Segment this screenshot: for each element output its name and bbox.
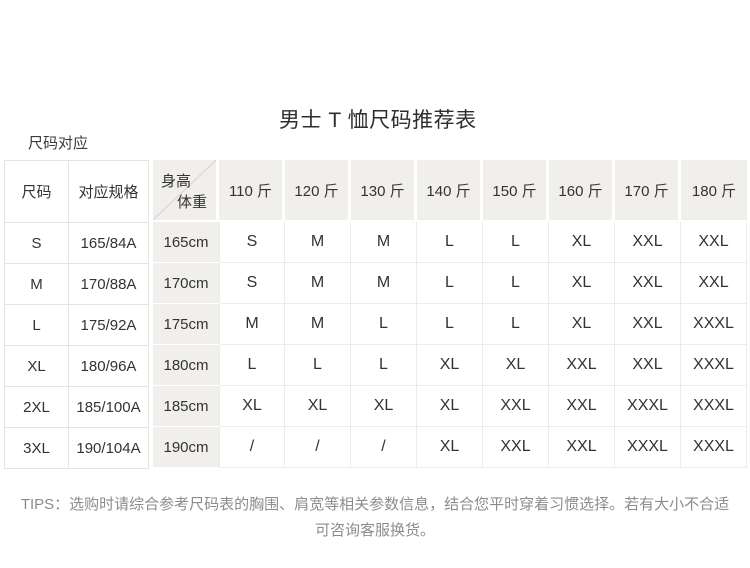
spec-value-cell: 170/88A: [69, 264, 149, 305]
reco-cell: S: [219, 263, 285, 304]
reco-cell: L: [483, 304, 549, 345]
reco-cell: XL: [219, 386, 285, 427]
reco-cell: XXL: [483, 427, 549, 468]
height-cell: 175cm: [153, 304, 219, 345]
weight-header-cell: 110 斤: [219, 160, 285, 222]
reco-cell: XXL: [681, 263, 747, 304]
reco-cell: XXL: [681, 222, 747, 263]
reco-cell: XXXL: [681, 427, 747, 468]
reco-cell: XL: [351, 386, 417, 427]
reco-cell: M: [285, 222, 351, 263]
height-cell: 185cm: [153, 386, 219, 427]
spec-value-cell: 190/104A: [69, 428, 149, 469]
reco-cell: XXXL: [615, 427, 681, 468]
spec-value-cell: 185/100A: [69, 387, 149, 428]
height-cell: 190cm: [153, 427, 219, 468]
height-cell: 180cm: [153, 345, 219, 386]
height-cell: 165cm: [153, 222, 219, 263]
reco-cell: M: [285, 304, 351, 345]
reco-cell: XXL: [549, 345, 615, 386]
weight-header-cell: 180 斤: [681, 160, 747, 222]
recommend-table: 身高 体重 110 斤 120 斤 130 斤 140 斤 150 斤 160 …: [153, 160, 747, 468]
reco-cell: L: [483, 222, 549, 263]
reco-cell: XL: [417, 427, 483, 468]
height-cell: 170cm: [153, 263, 219, 304]
reco-cell: L: [219, 345, 285, 386]
reco-cell: XXXL: [615, 386, 681, 427]
reco-cell: XL: [417, 345, 483, 386]
weight-header-cell: 150 斤: [483, 160, 549, 222]
size-spec-table: 尺码 对应规格 S 165/84A M 170/88A L 175/92A XL…: [4, 160, 149, 469]
reco-cell: XXL: [615, 304, 681, 345]
reco-cell: XXXL: [681, 345, 747, 386]
reco-cell: XL: [549, 304, 615, 345]
reco-cell: M: [219, 304, 285, 345]
weight-header-cell: 170 斤: [615, 160, 681, 222]
reco-cell: L: [351, 345, 417, 386]
reco-cell: XXL: [483, 386, 549, 427]
spec-value-cell: 165/84A: [69, 223, 149, 264]
weight-header-cell: 120 斤: [285, 160, 351, 222]
spec-col-header-size: 尺码: [5, 161, 69, 223]
reco-cell: XXL: [549, 386, 615, 427]
reco-cell: L: [351, 304, 417, 345]
reco-cell: S: [219, 222, 285, 263]
reco-cell: /: [219, 427, 285, 468]
reco-cell: M: [285, 263, 351, 304]
reco-cell: XXL: [615, 222, 681, 263]
size-cell: 2XL: [5, 387, 69, 428]
reco-cell: L: [417, 304, 483, 345]
reco-cell: /: [351, 427, 417, 468]
reco-cell: L: [483, 263, 549, 304]
reco-cell: XXL: [615, 345, 681, 386]
tips-text: TIPS：选购时请综合参考尺码表的胸围、肩宽等相关参数信息，结合您平时穿着习惯选…: [20, 496, 730, 539]
reco-cell: XXL: [549, 427, 615, 468]
page-title: 男士 T 恤尺码推荐表: [279, 109, 477, 132]
size-cell: 3XL: [5, 428, 69, 469]
spec-value-cell: 180/96A: [69, 346, 149, 387]
reco-cell: XXXL: [681, 304, 747, 345]
spec-value-cell: 175/92A: [69, 305, 149, 346]
weight-header-cell: 160 斤: [549, 160, 615, 222]
diagonal-line-icon: [153, 160, 216, 220]
reco-cell: XL: [549, 222, 615, 263]
size-cell: M: [5, 264, 69, 305]
reco-cell: XXXL: [681, 386, 747, 427]
size-cell: L: [5, 305, 69, 346]
height-axis-label: 身高: [161, 173, 192, 190]
section-label: 尺码对应: [28, 135, 89, 152]
reco-cell: M: [351, 222, 417, 263]
reco-cell: L: [417, 222, 483, 263]
reco-cell: L: [417, 263, 483, 304]
reco-cell: M: [351, 263, 417, 304]
reco-cell: /: [285, 427, 351, 468]
reco-cell: XL: [417, 386, 483, 427]
weight-header-cell: 130 斤: [351, 160, 417, 222]
spec-col-header-spec: 对应规格: [69, 161, 149, 223]
reco-cell: XL: [285, 386, 351, 427]
reco-cell: L: [285, 345, 351, 386]
size-cell: S: [5, 223, 69, 264]
reco-cell: XXL: [615, 263, 681, 304]
corner-cell: 身高 体重: [153, 160, 219, 222]
weight-header-cell: 140 斤: [417, 160, 483, 222]
reco-cell: XL: [483, 345, 549, 386]
weight-axis-label: 体重: [176, 194, 207, 211]
size-cell: XL: [5, 346, 69, 387]
reco-cell: XL: [549, 263, 615, 304]
